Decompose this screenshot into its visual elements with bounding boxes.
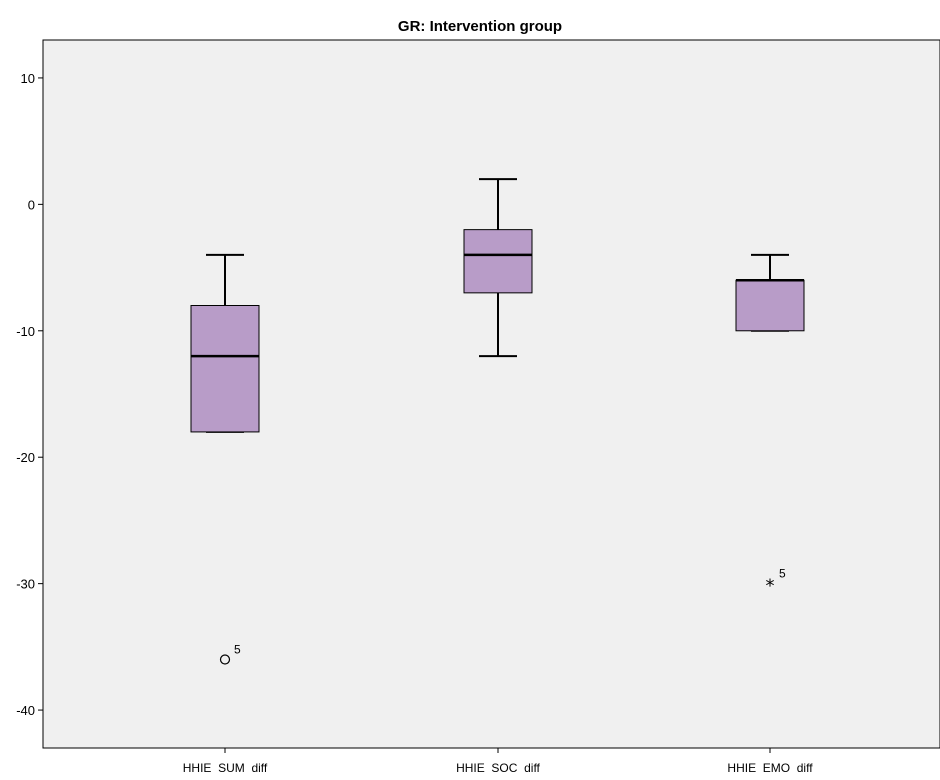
- box-iqr: [735, 279, 805, 332]
- y-axis: 10 0 -10 -20 -30 -40: [16, 71, 43, 718]
- plot-area: [42, 39, 940, 749]
- x-category-label: HHIE SUM diff: [183, 761, 268, 775]
- box-iqr: [190, 305, 260, 433]
- box-series: 5*5: [190, 178, 805, 665]
- outlier-case-label: 5: [779, 567, 786, 581]
- x-category-label: HHIE SOC diff: [456, 761, 540, 775]
- y-tick-label: 0: [28, 197, 35, 212]
- outlier-circle-marker: [219, 654, 231, 665]
- outlier-star-marker: *: [766, 576, 775, 597]
- box-group: 5: [190, 253, 260, 665]
- y-tick-label: 10: [21, 71, 35, 86]
- y-tick-label: -10: [16, 324, 35, 339]
- outlier-case-label: 5: [234, 643, 241, 657]
- y-tick-label: -30: [16, 577, 35, 592]
- box-group: [463, 178, 533, 358]
- box-group: *5: [735, 253, 805, 597]
- y-tick-label: -20: [16, 450, 35, 465]
- y-tick-label: -40: [16, 703, 35, 718]
- chart-title: GR: Intervention group: [398, 18, 562, 35]
- x-category-label: HHIE EMO diff: [727, 761, 813, 775]
- box-iqr: [463, 229, 533, 294]
- x-axis: HHIE SUM diff HHIE SOC diff HHIE EMO diff: [183, 748, 813, 775]
